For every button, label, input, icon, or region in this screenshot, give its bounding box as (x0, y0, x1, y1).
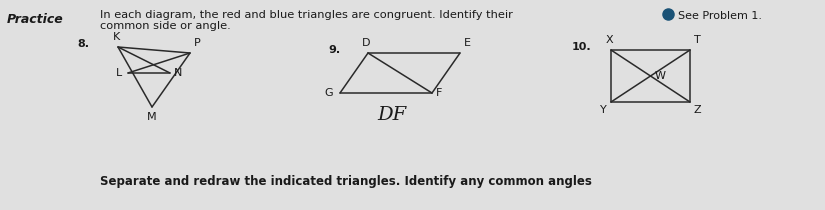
Text: 10.: 10. (572, 42, 592, 52)
Text: M: M (147, 112, 157, 122)
Text: Practice: Practice (7, 13, 64, 26)
Text: DF: DF (378, 106, 407, 124)
Text: F: F (436, 88, 442, 98)
Text: In each diagram, the red and blue triangles are congruent. Identify their: In each diagram, the red and blue triang… (100, 10, 513, 20)
Text: G: G (324, 88, 333, 98)
Text: common side or angle.: common side or angle. (100, 21, 231, 31)
Text: K: K (112, 32, 120, 42)
Text: Z: Z (694, 105, 701, 115)
Text: See Problem 1.: See Problem 1. (678, 11, 762, 21)
Text: P: P (194, 38, 200, 48)
Text: 8.: 8. (77, 39, 89, 49)
Text: L: L (116, 68, 122, 78)
Text: 9.: 9. (328, 45, 340, 55)
Text: N: N (174, 68, 182, 78)
Text: X: X (606, 35, 613, 45)
Text: Separate and redraw the indicated triangles. Identify any common angles: Separate and redraw the indicated triang… (100, 175, 592, 188)
Text: Y: Y (601, 105, 607, 115)
Text: E: E (464, 38, 471, 48)
Text: D: D (361, 38, 370, 48)
Text: T: T (694, 35, 700, 45)
Text: W: W (655, 71, 666, 81)
